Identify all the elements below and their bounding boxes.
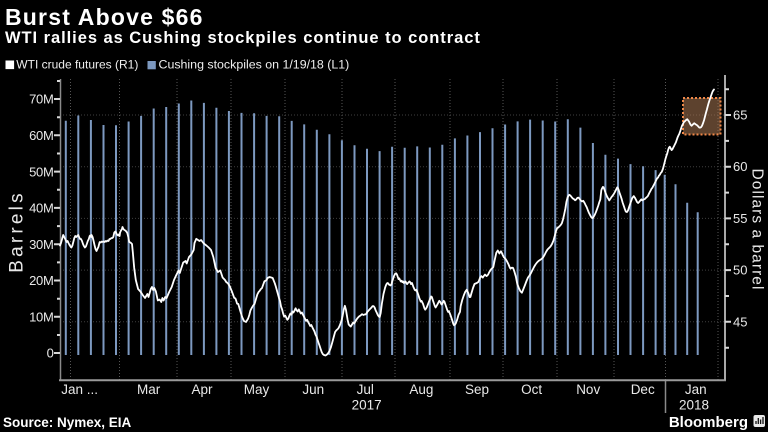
svg-text:0: 0	[47, 346, 54, 361]
svg-text:50: 50	[733, 263, 747, 278]
svg-text:60: 60	[733, 159, 747, 174]
svg-text:Oct: Oct	[521, 382, 542, 397]
svg-text:Cushing stockpiles on 1/19/18: Cushing stockpiles on 1/19/18 (L1)	[159, 57, 350, 71]
svg-text:55: 55	[733, 211, 747, 226]
svg-text:Nov: Nov	[576, 382, 600, 397]
svg-text:WTI crude futures (R1): WTI crude futures (R1)	[16, 57, 138, 71]
svg-text:Aug: Aug	[409, 382, 433, 397]
svg-text:Mar: Mar	[137, 382, 161, 397]
svg-text:2018: 2018	[679, 398, 709, 413]
svg-text:Jul: Jul	[357, 382, 374, 397]
svg-text:Sep: Sep	[465, 382, 489, 397]
svg-text:Dollars a barrel: Dollars a barrel	[749, 169, 766, 291]
svg-text:10M: 10M	[29, 310, 53, 325]
svg-text:45: 45	[733, 314, 747, 329]
svg-text:Apr: Apr	[191, 382, 213, 397]
svg-text:65: 65	[733, 108, 747, 123]
svg-text:30M: 30M	[29, 237, 53, 252]
svg-text:50M: 50M	[29, 164, 53, 179]
svg-text:40M: 40M	[29, 201, 53, 216]
svg-text:Source: Nymex, EIA: Source: Nymex, EIA	[3, 415, 132, 430]
svg-text:Jun: Jun	[302, 382, 324, 397]
svg-text:Jan: Jan	[685, 382, 707, 397]
svg-text:WTI rallies as Cushing stockpi: WTI rallies as Cushing stockpiles contin…	[5, 29, 481, 47]
svg-text:Barrels: Barrels	[7, 190, 28, 273]
svg-text:2017: 2017	[352, 398, 382, 413]
svg-text:20M: 20M	[29, 273, 53, 288]
svg-text:Dec: Dec	[631, 382, 655, 397]
svg-text:Bloomberg: Bloomberg	[669, 414, 748, 431]
svg-text:Jan ...: Jan ...	[61, 382, 98, 397]
svg-text:60M: 60M	[29, 128, 53, 143]
svg-text:May: May	[244, 382, 270, 397]
svg-text:Burst Above $66: Burst Above $66	[5, 4, 204, 30]
svg-text:70M: 70M	[29, 92, 53, 107]
